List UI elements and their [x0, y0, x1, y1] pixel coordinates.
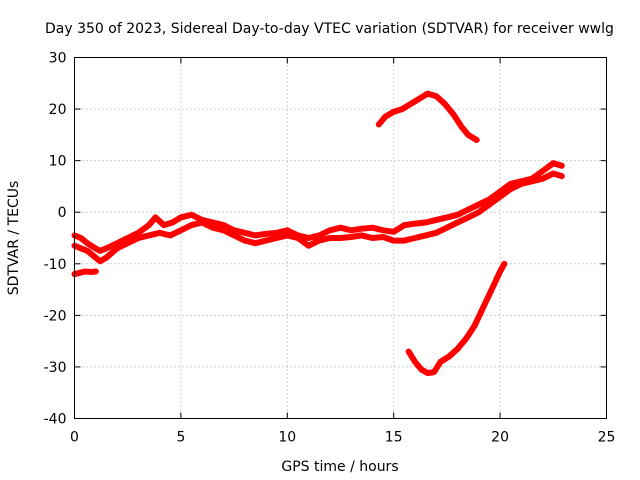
x-axis-label: GPS time / hours	[281, 459, 398, 475]
x-tick-label: 10	[278, 430, 296, 446]
y-tick-label: 20	[49, 102, 67, 118]
x-tick-label: 20	[491, 430, 509, 446]
x-tick-label: 25	[598, 430, 616, 446]
chart-title: Day 350 of 2023, Sidereal Day-to-day VTE…	[45, 21, 614, 37]
y-tick-label: -10	[44, 257, 67, 273]
x-tick-label: 0	[70, 430, 79, 446]
y-tick-label: -20	[44, 308, 67, 324]
y-tick-label: -30	[44, 360, 67, 376]
y-tick-label: 0	[58, 205, 67, 221]
x-tick-label: 15	[385, 430, 403, 446]
axis-ticks: 0 5 10 15 20 25 -40 -30 -20 -10 0 10 20 30	[44, 51, 616, 446]
x-tick-label: 5	[176, 430, 185, 446]
y-axis-label: SDTVAR / TECUs	[6, 181, 22, 296]
series-layer	[71, 90, 565, 377]
y-tick-label: -40	[44, 412, 67, 428]
plot-frame	[74, 57, 607, 419]
y-tick-label: 10	[49, 154, 67, 170]
series-early-segment	[71, 268, 99, 278]
grid	[74, 57, 607, 419]
series-upper-arc	[375, 90, 480, 143]
series-main-band-lower	[71, 170, 565, 265]
series-main-band-upper	[71, 160, 565, 254]
y-tick-label: 30	[49, 51, 67, 67]
series-lower-arc	[405, 260, 508, 377]
